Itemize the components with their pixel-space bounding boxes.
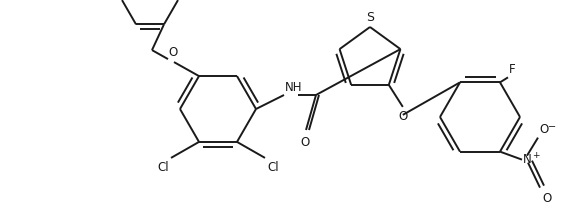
Text: S: S	[366, 11, 374, 24]
Text: O: O	[539, 123, 548, 136]
Text: Cl: Cl	[267, 161, 279, 174]
Text: O: O	[398, 110, 407, 123]
Text: O: O	[168, 46, 178, 59]
Text: F: F	[509, 63, 516, 76]
Text: O: O	[300, 136, 310, 149]
Text: NH: NH	[285, 81, 302, 94]
Text: −: −	[548, 122, 556, 132]
Text: +: +	[532, 151, 540, 160]
Text: N: N	[523, 153, 532, 166]
Text: Cl: Cl	[158, 161, 169, 174]
Text: O: O	[542, 192, 552, 205]
